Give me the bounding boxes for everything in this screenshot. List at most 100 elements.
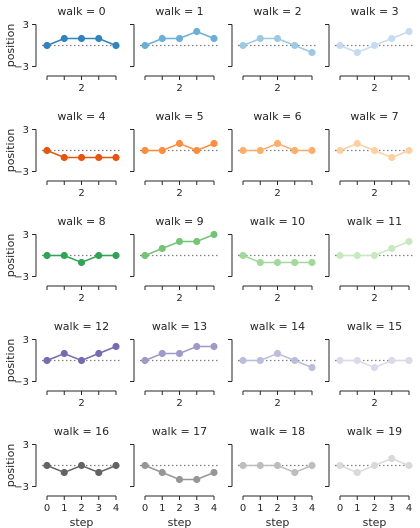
x-tick-label: 3 — [194, 503, 200, 514]
data-point — [256, 34, 264, 43]
x-tick-label: 0 — [142, 503, 148, 514]
data-point — [193, 475, 201, 484]
data-point — [353, 139, 361, 148]
panel-title: walk = 10 — [250, 215, 305, 228]
data-point — [210, 230, 218, 239]
data-point — [193, 146, 201, 155]
data-point — [353, 251, 361, 260]
x-tick-label: 2 — [371, 398, 377, 409]
data-point — [370, 363, 379, 372]
panel-walk-2: walk = 2 2 — [228, 5, 317, 94]
data-point — [60, 468, 68, 477]
data-point — [175, 237, 184, 246]
x-tick-label: 2 — [371, 503, 377, 514]
panel-title: walk = 1 — [155, 5, 203, 18]
y-tick-label: −3 — [14, 482, 29, 493]
data-point — [336, 461, 344, 470]
data-point — [112, 153, 120, 162]
y-tick-label: −3 — [14, 167, 29, 178]
data-point — [239, 356, 247, 365]
data-point — [43, 41, 51, 50]
x-tick-label: 1 — [257, 503, 263, 514]
data-point — [193, 237, 201, 246]
x-tick-label: 3 — [96, 503, 102, 514]
panel-walk-6: walk = 6 2 — [228, 110, 317, 199]
y-tick-label: −3 — [14, 62, 29, 73]
x-tick-label: 4 — [406, 503, 412, 514]
x-tick-label: 2 — [274, 293, 280, 304]
x-tick-label: 3 — [389, 503, 395, 514]
data-point — [336, 356, 344, 365]
panel-title: walk = 12 — [54, 320, 109, 333]
y-tick-label: 3 — [23, 125, 29, 136]
data-point — [77, 153, 86, 162]
data-point — [256, 258, 264, 267]
x-tick-label: 2 — [274, 83, 280, 94]
x-tick-label: 4 — [211, 503, 217, 514]
panel-walk-17: walk = 17 0 1 2 3 4 step — [130, 425, 219, 528]
data-point — [273, 461, 282, 470]
data-point — [336, 41, 344, 50]
panel-walk-10: walk = 10 2 — [228, 215, 317, 304]
data-point — [291, 356, 299, 365]
data-point — [175, 139, 184, 148]
x-tick-label: 2 — [176, 83, 182, 94]
x-tick-label: 2 — [274, 398, 280, 409]
y-tick-label: 3 — [23, 20, 29, 31]
panel-title: walk = 9 — [155, 215, 203, 228]
x-tick-label: 2 — [176, 503, 182, 514]
data-point — [77, 34, 86, 43]
data-point — [291, 146, 299, 155]
panel-walk-7: walk = 7 2 — [325, 110, 414, 199]
data-point — [239, 461, 247, 470]
data-point — [273, 349, 282, 358]
x-tick-label: 2 — [176, 188, 182, 199]
data-point — [158, 244, 166, 253]
y-tick-label: −3 — [14, 272, 29, 283]
data-point — [141, 461, 149, 470]
x-tick-label: 2 — [78, 83, 84, 94]
data-point — [141, 251, 149, 260]
data-point — [77, 258, 86, 267]
panel-walk-13: walk = 13 2 — [130, 320, 219, 409]
data-point — [175, 475, 184, 484]
x-tick-label: 4 — [309, 503, 315, 514]
data-point — [95, 251, 103, 260]
data-point — [193, 27, 201, 36]
panel-walk-19: walk = 19 0 1 2 3 4 step — [325, 425, 414, 528]
x-tick-label: 2 — [176, 398, 182, 409]
data-point — [405, 461, 413, 470]
panel-title: walk = 7 — [350, 110, 398, 123]
data-point — [77, 356, 86, 365]
data-point — [388, 454, 396, 463]
x-tick-label: 2 — [274, 188, 280, 199]
panel-walk-14: walk = 14 2 — [228, 320, 317, 409]
data-point — [353, 468, 361, 477]
panel-title: walk = 3 — [350, 5, 398, 18]
data-point — [388, 244, 396, 253]
x-tick-label: 2 — [176, 293, 182, 304]
x-tick-label: 4 — [113, 503, 119, 514]
data-point — [405, 146, 413, 155]
data-point — [370, 41, 379, 50]
data-point — [95, 349, 103, 358]
panel-walk-8: walk = 8 −3 3 2 position — [4, 215, 121, 304]
panel-title: walk = 5 — [155, 110, 203, 123]
data-point — [210, 468, 218, 477]
data-point — [60, 349, 68, 358]
panel-walk-11: walk = 11 2 — [325, 215, 414, 304]
panel-title: walk = 16 — [54, 425, 109, 438]
panel-title: walk = 6 — [253, 110, 301, 123]
y-axis-title: position — [4, 234, 17, 278]
panel-title: walk = 0 — [57, 5, 105, 18]
data-point — [141, 146, 149, 155]
panel-walk-1: walk = 1 2 — [130, 5, 219, 94]
data-point — [158, 34, 166, 43]
data-point — [273, 34, 282, 43]
panel-walk-3: walk = 3 2 — [325, 5, 414, 94]
x-tick-label: 1 — [159, 503, 165, 514]
data-point — [308, 258, 316, 267]
data-point — [43, 356, 51, 365]
x-tick-label: 2 — [78, 503, 84, 514]
panel-title: walk = 19 — [347, 425, 402, 438]
